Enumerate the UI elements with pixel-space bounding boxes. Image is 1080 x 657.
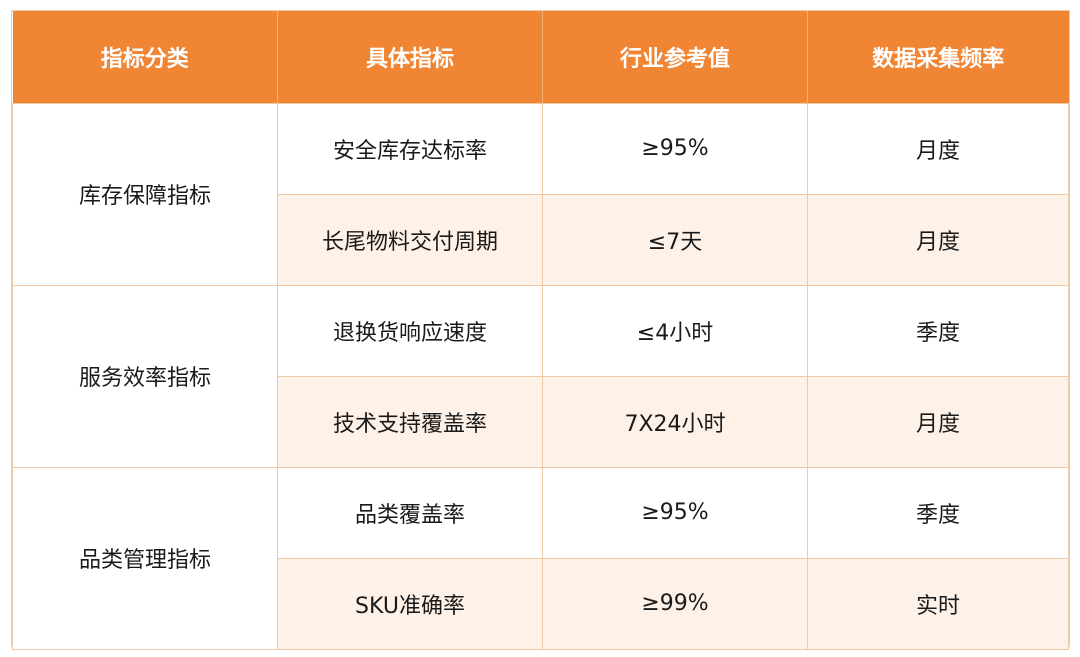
table-row: 品类管理指标 品类覆盖率 ≥95% 季度 xyxy=(12,466,1069,650)
header-metric: 具体指标 xyxy=(277,11,543,103)
header-frequency: 数据采集频率 xyxy=(807,11,1069,103)
frequency-cell: 季度 xyxy=(807,284,1069,377)
header-reference: 行业参考值 xyxy=(542,11,808,103)
metric-cell: 技术支持覆盖率 xyxy=(277,375,543,468)
reference-cell: 7X24小时 xyxy=(542,375,808,468)
metric-cell: 长尾物料交付周期 xyxy=(277,193,543,286)
metrics-table: 指标分类 具体指标 行业参考值 数据采集频率 库存保障指标 安全库存达标率 ≥9… xyxy=(12,11,1069,650)
metrics-table-container: 指标分类 具体指标 行业参考值 数据采集频率 库存保障指标 安全库存达标率 ≥9… xyxy=(11,10,1070,650)
reference-cell: ≤7天 xyxy=(542,193,808,286)
table-row: 库存保障指标 安全库存达标率 ≥95% 月度 xyxy=(12,102,1069,286)
table-row: SKU准确率 ≥99% 实时 xyxy=(13,557,1069,650)
frequency-cell: 实时 xyxy=(807,557,1069,650)
table-row: 服务效率指标 退换货响应速度 ≤4小时 季度 xyxy=(12,284,1069,468)
reference-cell: ≥95% xyxy=(542,466,808,559)
category-cell: 库存保障指标 xyxy=(12,102,278,286)
reference-cell: ≥99% xyxy=(542,557,808,650)
table-row: 技术支持覆盖率 7X24小时 月度 xyxy=(13,375,1069,468)
frequency-cell: 月度 xyxy=(807,102,1069,195)
metric-cell: 安全库存达标率 xyxy=(277,102,543,195)
table-header-row: 指标分类 具体指标 行业参考值 数据采集频率 xyxy=(12,11,1069,103)
frequency-cell: 月度 xyxy=(807,193,1069,286)
header-category: 指标分类 xyxy=(12,11,278,103)
frequency-cell: 月度 xyxy=(807,375,1069,468)
reference-cell: ≤4小时 xyxy=(542,284,808,377)
frequency-cell: 季度 xyxy=(807,466,1069,559)
metric-cell: 品类覆盖率 xyxy=(277,466,543,559)
category-cell: 服务效率指标 xyxy=(12,284,278,468)
reference-cell: ≥95% xyxy=(542,102,808,195)
metric-cell: 退换货响应速度 xyxy=(277,284,543,377)
category-cell: 品类管理指标 xyxy=(12,466,278,650)
table-row: 长尾物料交付周期 ≤7天 月度 xyxy=(13,193,1069,286)
metric-cell: SKU准确率 xyxy=(277,557,543,650)
